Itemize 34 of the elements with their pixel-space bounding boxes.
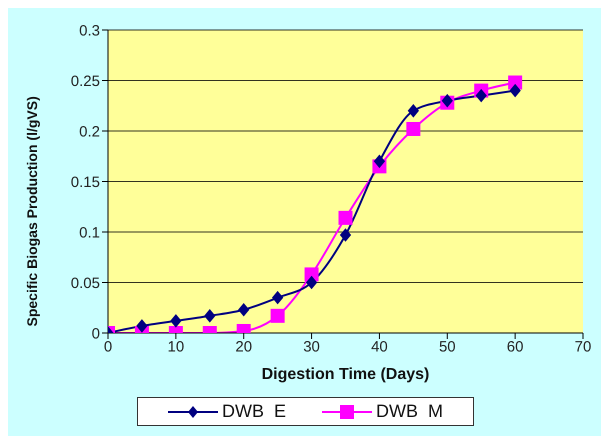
x-tick-label: 40 — [371, 338, 388, 356]
x-tick-label: 10 — [168, 338, 184, 356]
point — [340, 228, 351, 242]
point — [374, 154, 385, 168]
legend-label: DWB M — [376, 401, 443, 422]
y-tick-label: 0.25 — [70, 72, 100, 90]
x-tick-label: 60 — [506, 338, 524, 356]
point — [272, 291, 284, 304]
y-tick-label: 0.1 — [79, 224, 100, 242]
y-tick-label: 0.05 — [70, 274, 100, 292]
x-tick-label: 0 — [104, 338, 112, 356]
x-tick-label: 70 — [574, 338, 592, 356]
y-tick-label: 0 — [92, 325, 100, 342]
point — [136, 319, 148, 332]
x-tick-label: 30 — [303, 338, 320, 356]
point — [204, 309, 216, 322]
point — [510, 84, 521, 98]
point — [338, 210, 352, 225]
point — [270, 308, 285, 323]
y-axis-title: Specific Biogas Production (l/gVS) — [24, 96, 40, 326]
point — [406, 122, 420, 136]
point — [238, 303, 250, 316]
point — [170, 314, 182, 328]
y-tick-label: 0.15 — [70, 174, 100, 191]
y-tick-label: 0.3 — [79, 22, 100, 40]
x-tick-label: 50 — [438, 338, 456, 356]
x-axis-title: Digestion Time (Days) — [262, 366, 430, 383]
point — [408, 104, 419, 118]
y-tick-label: 0.2 — [79, 123, 100, 140]
point — [476, 89, 487, 102]
x-tick-label: 20 — [235, 338, 252, 356]
point — [306, 276, 318, 289]
point — [442, 94, 453, 108]
legend-label: DWB E — [222, 401, 286, 422]
